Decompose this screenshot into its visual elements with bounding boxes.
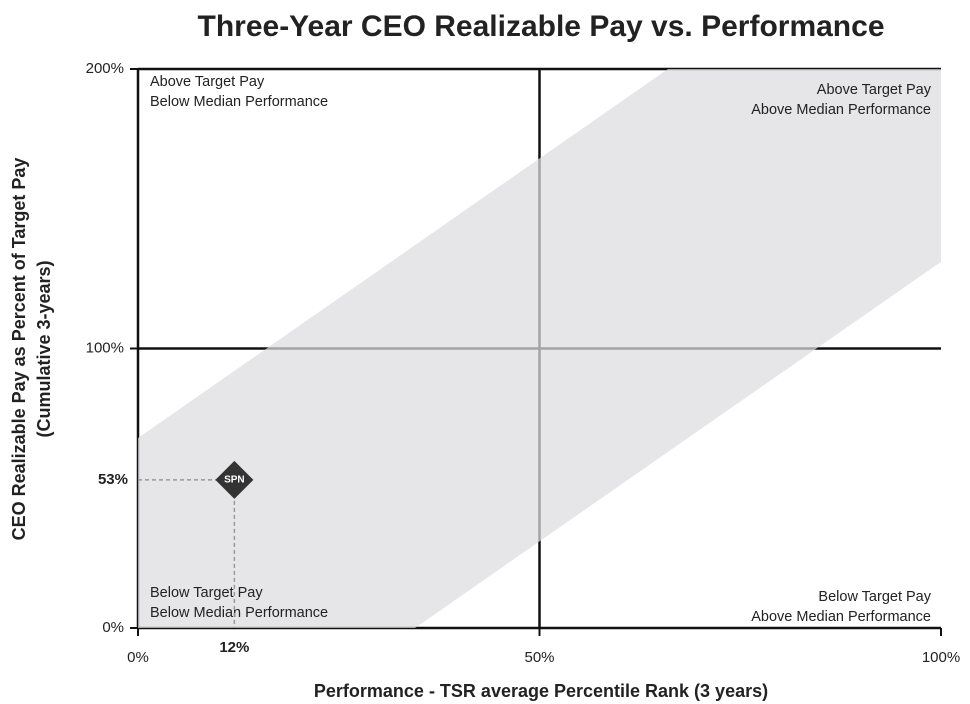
quadrant-label: Above Target Pay bbox=[150, 74, 265, 90]
y-value-label: 53% bbox=[98, 471, 128, 488]
y-axis-label: CEO Realizable Pay as Percent of Target … bbox=[9, 158, 29, 541]
x-tick-label: 50% bbox=[524, 649, 554, 666]
y-tick-label: 0% bbox=[102, 619, 124, 636]
quadrant-label: Below Median Performance bbox=[150, 605, 328, 621]
y-tick-label: 200% bbox=[86, 60, 124, 77]
y-tick-label: 100% bbox=[86, 339, 124, 356]
point-label: SPN bbox=[224, 475, 245, 486]
quadrant-label: Below Median Performance bbox=[150, 94, 328, 110]
quadrant-label: Below Target Pay bbox=[150, 585, 263, 601]
quadrant-label: Above Median Performance bbox=[751, 609, 931, 625]
quadrant-label: Below Target Pay bbox=[818, 589, 931, 605]
x-tick-label: 100% bbox=[922, 649, 960, 666]
point bbox=[215, 460, 254, 499]
x-value-label: 12% bbox=[219, 639, 249, 656]
alignment-band bbox=[138, 69, 941, 628]
quadrant-label: Above Median Performance bbox=[751, 102, 931, 118]
chart-title: Three-Year CEO Realizable Pay vs. Perfor… bbox=[198, 10, 885, 43]
x-tick-label: 0% bbox=[127, 649, 149, 666]
x-axis-label: Performance - TSR average Percentile Ran… bbox=[314, 681, 768, 701]
y-axis-label: (Cumulative 3-years) bbox=[34, 260, 54, 437]
quadrant-label: Above Target Pay bbox=[817, 82, 932, 98]
